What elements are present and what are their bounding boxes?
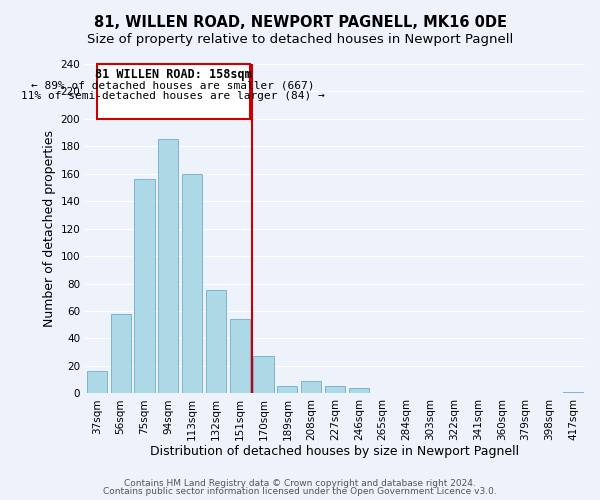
Text: 81, WILLEN ROAD, NEWPORT PAGNELL, MK16 0DE: 81, WILLEN ROAD, NEWPORT PAGNELL, MK16 0… bbox=[94, 15, 506, 30]
Y-axis label: Number of detached properties: Number of detached properties bbox=[43, 130, 56, 327]
Bar bbox=[277, 386, 298, 394]
Bar bbox=[182, 174, 202, 394]
Text: 11% of semi-detached houses are larger (84) →: 11% of semi-detached houses are larger (… bbox=[21, 92, 325, 102]
Bar bbox=[110, 314, 131, 394]
FancyBboxPatch shape bbox=[97, 64, 250, 119]
Text: 81 WILLEN ROAD: 158sqm: 81 WILLEN ROAD: 158sqm bbox=[95, 68, 251, 81]
Bar bbox=[563, 392, 583, 394]
Bar bbox=[206, 290, 226, 394]
Bar bbox=[134, 180, 155, 394]
Text: ← 89% of detached houses are smaller (667): ← 89% of detached houses are smaller (66… bbox=[31, 80, 315, 90]
Bar bbox=[349, 388, 369, 394]
Bar bbox=[230, 319, 250, 394]
Text: Contains HM Land Registry data © Crown copyright and database right 2024.: Contains HM Land Registry data © Crown c… bbox=[124, 478, 476, 488]
Bar bbox=[325, 386, 345, 394]
Bar bbox=[87, 372, 107, 394]
Bar bbox=[301, 381, 321, 394]
X-axis label: Distribution of detached houses by size in Newport Pagnell: Distribution of detached houses by size … bbox=[151, 444, 520, 458]
Text: Size of property relative to detached houses in Newport Pagnell: Size of property relative to detached ho… bbox=[87, 32, 513, 46]
Text: Contains public sector information licensed under the Open Government Licence v3: Contains public sector information licen… bbox=[103, 487, 497, 496]
Bar bbox=[253, 356, 274, 394]
Bar bbox=[158, 140, 178, 394]
